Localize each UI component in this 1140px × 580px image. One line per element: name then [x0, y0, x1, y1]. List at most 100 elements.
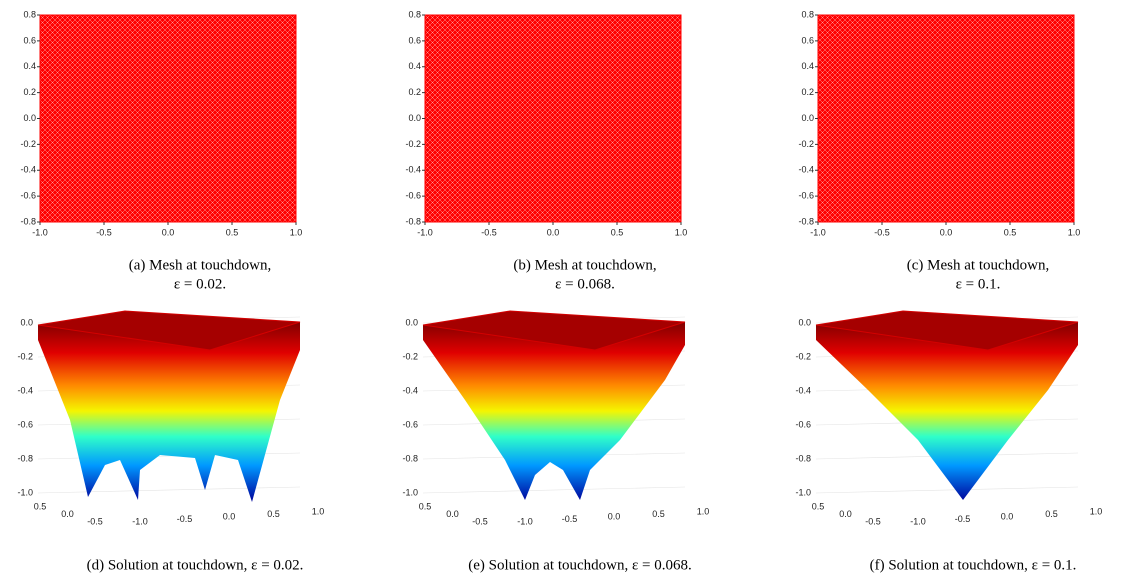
- x-tick-label: 1.0: [290, 227, 303, 237]
- z-tick-label: -0.6: [17, 419, 33, 429]
- y-tick-label: 0.4: [23, 61, 36, 71]
- y-tick-label: 0.8: [801, 9, 814, 19]
- z-tick-label: -0.2: [795, 351, 811, 361]
- x-tick-label: 0.0: [1001, 511, 1014, 521]
- x-tick-label: 0.5: [652, 509, 665, 519]
- x-tick-label: -0.5: [177, 514, 193, 524]
- surface-top: [37, 310, 301, 351]
- y-tick-label: -0.2: [405, 139, 421, 149]
- y-tick-label: 0.0: [801, 113, 814, 123]
- caption: (b) Mesh at touchdown,: [513, 257, 656, 273]
- z-tick-label: 0.0: [20, 317, 33, 327]
- z-tick-label: -1.0: [17, 487, 33, 497]
- mesh: [424, 14, 682, 223]
- y-tick-label: 0.0: [61, 509, 74, 519]
- y-tick-label: -0.2: [20, 139, 36, 149]
- x-tick-label: -1.0: [517, 516, 533, 526]
- z-tick-label: -0.4: [402, 385, 418, 395]
- y-tick-label: 0.6: [408, 35, 421, 45]
- x-tick-label: -1.0: [810, 227, 826, 237]
- grid-line: [815, 486, 1079, 494]
- surface-top: [815, 310, 1079, 351]
- grid-line: [422, 486, 686, 494]
- y-tick-label: 0.4: [408, 61, 421, 71]
- x-tick-label: -0.5: [874, 227, 890, 237]
- z-tick-label: -1.0: [402, 487, 418, 497]
- x-tick-label: -1.0: [910, 516, 926, 526]
- x-tick-label: -1.0: [417, 227, 433, 237]
- z-tick-label: -0.2: [402, 351, 418, 361]
- caption: (d) Solution at touchdown, ε = 0.02.: [87, 557, 304, 573]
- z-tick-label: 0.0: [798, 317, 811, 327]
- y-tick-label: 0.6: [801, 35, 814, 45]
- x-tick-label: -0.5: [96, 227, 112, 237]
- caption: (f) Solution at touchdown, ε = 0.1.: [870, 557, 1077, 573]
- y-tick-label: -0.5: [865, 516, 881, 526]
- y-tick-label: 0.2: [801, 87, 814, 97]
- y-tick-label: -0.4: [20, 165, 36, 175]
- y-tick-label: 0.2: [23, 87, 36, 97]
- y-tick-label: -0.8: [20, 216, 36, 226]
- x-tick-label: 0.0: [162, 227, 175, 237]
- caption: (e) Solution at touchdown, ε = 0.068.: [468, 557, 691, 573]
- caption: (c) Mesh at touchdown,: [907, 257, 1049, 273]
- x-tick-label: 0.5: [1045, 509, 1058, 519]
- y-tick-label: -0.5: [87, 516, 103, 526]
- x-tick-label: 0.0: [547, 227, 560, 237]
- y-tick-label: -0.8: [798, 216, 814, 226]
- y-tick-label: 0.5: [34, 501, 47, 511]
- x-tick-label: 0.5: [611, 227, 624, 237]
- x-tick-label: -0.5: [481, 227, 497, 237]
- y-tick-label: -0.8: [405, 216, 421, 226]
- surface: [423, 322, 685, 500]
- z-tick-label: -0.6: [402, 419, 418, 429]
- caption: ε = 0.068.: [555, 276, 615, 292]
- x-tick-label: -0.5: [955, 514, 971, 524]
- mesh: [817, 14, 1075, 223]
- x-tick-label: 0.0: [940, 227, 953, 237]
- x-tick-label: 0.5: [267, 509, 280, 519]
- z-tick-label: -0.8: [17, 453, 33, 463]
- y-tick-label: 0.5: [419, 501, 432, 511]
- y-tick-label: -0.5: [472, 516, 488, 526]
- y-tick-label: 0.0: [23, 113, 36, 123]
- mesh: [39, 14, 297, 223]
- y-tick-label: 0.2: [408, 87, 421, 97]
- x-tick-label: 0.0: [608, 511, 621, 521]
- z-tick-label: -0.8: [402, 453, 418, 463]
- caption: ε = 0.02.: [174, 276, 226, 292]
- z-tick-label: -0.2: [17, 351, 33, 361]
- y-tick-label: -0.6: [20, 191, 36, 201]
- z-tick-label: 0.0: [405, 317, 418, 327]
- y-tick-label: 0.8: [408, 9, 421, 19]
- z-tick-label: -0.4: [17, 385, 33, 395]
- y-tick-label: 0.0: [839, 509, 852, 519]
- surface-top: [422, 310, 686, 351]
- z-tick-label: -0.6: [795, 419, 811, 429]
- x-tick-label: -1.0: [32, 227, 48, 237]
- surface: [38, 322, 300, 502]
- x-tick-label: 1.0: [1068, 227, 1081, 237]
- z-tick-label: -0.4: [795, 385, 811, 395]
- y-tick-label: -0.4: [798, 165, 814, 175]
- y-tick-label: 0.5: [812, 501, 825, 511]
- caption: (a) Mesh at touchdown,: [129, 257, 271, 273]
- y-tick-label: -0.6: [798, 191, 814, 201]
- y-tick-label: 0.0: [408, 113, 421, 123]
- caption: ε = 0.1.: [956, 276, 1001, 292]
- y-tick-label: -0.2: [798, 139, 814, 149]
- surface: [816, 322, 1078, 500]
- x-tick-label: 0.5: [1004, 227, 1017, 237]
- z-tick-label: -1.0: [795, 487, 811, 497]
- y-tick-label: 0.4: [801, 61, 814, 71]
- x-tick-label: -0.5: [562, 514, 578, 524]
- y-tick-label: 0.0: [446, 509, 459, 519]
- x-tick-label: -1.0: [132, 516, 148, 526]
- z-tick-label: -0.8: [795, 453, 811, 463]
- y-tick-label: 0.6: [23, 35, 36, 45]
- y-tick-label: -0.4: [405, 165, 421, 175]
- grid-line: [37, 486, 301, 494]
- x-tick-label: 1.0: [1090, 506, 1103, 516]
- x-tick-label: 0.0: [223, 511, 236, 521]
